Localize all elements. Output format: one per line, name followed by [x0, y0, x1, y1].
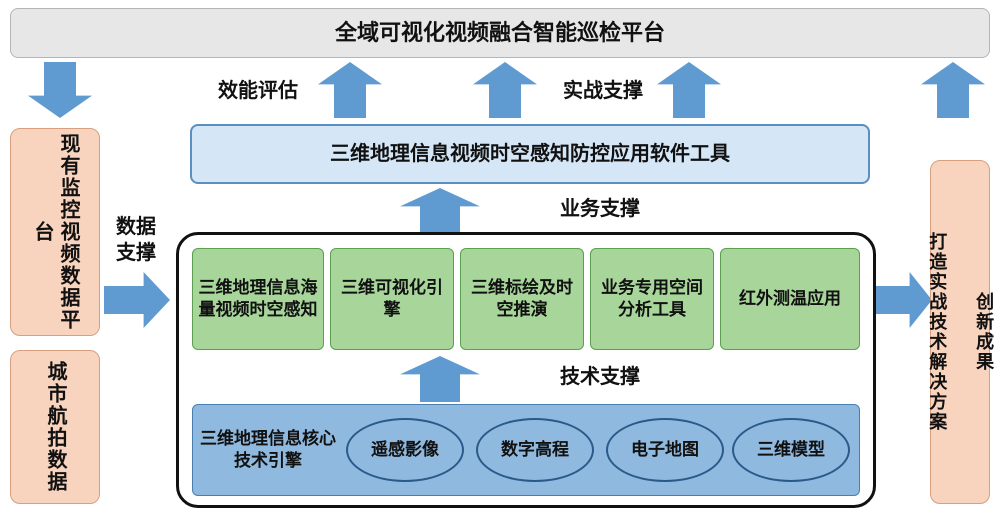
arrow-up-3 [657, 62, 721, 118]
right-box: 创新成果 打造实战技术解决方案 [930, 160, 990, 504]
oval-2: 电子地图 [606, 418, 724, 482]
green-card-4: 红外测温应用 [720, 248, 860, 350]
arrow-up-biz [400, 188, 480, 234]
label-business-support: 业务支撑 [530, 192, 670, 226]
green-card-1: 三维可视化引擎 [330, 248, 454, 350]
arrow-up-right [921, 62, 985, 118]
arrow-up-2 [473, 62, 537, 118]
left-box-b: 城市航拍数据 [10, 350, 100, 504]
label-data-support: 数据 支撑 [106, 210, 166, 270]
blue-lead: 三维地理信息核心技术引擎 [200, 410, 336, 490]
arrow-right-out [876, 272, 932, 328]
arrow-down-left [28, 62, 92, 118]
left-box-a: 现有监控视频数据平台 [10, 128, 100, 336]
middle-band: 三维地理信息视频时空感知防控应用软件工具 [190, 124, 870, 184]
label-efficiency: 效能评估 [198, 74, 318, 108]
label-combat: 实战支撑 [543, 74, 663, 108]
green-card-3: 业务专用空间分析工具 [590, 248, 714, 350]
top-banner: 全域可视化视频融合智能巡检平台 [10, 8, 990, 58]
label-tech-support: 技术支撑 [530, 360, 670, 394]
arrow-right-data [104, 272, 170, 328]
oval-3: 三维模型 [732, 418, 850, 482]
green-card-0: 三维地理信息海量视频时空感知 [192, 248, 324, 350]
oval-1: 数字高程 [476, 418, 594, 482]
top-title: 全域可视化视频融合智能巡检平台 [335, 19, 665, 48]
green-card-2: 三维标绘及时空推演 [460, 248, 584, 350]
oval-0: 遥感影像 [346, 418, 464, 482]
arrow-up-1 [318, 62, 382, 118]
